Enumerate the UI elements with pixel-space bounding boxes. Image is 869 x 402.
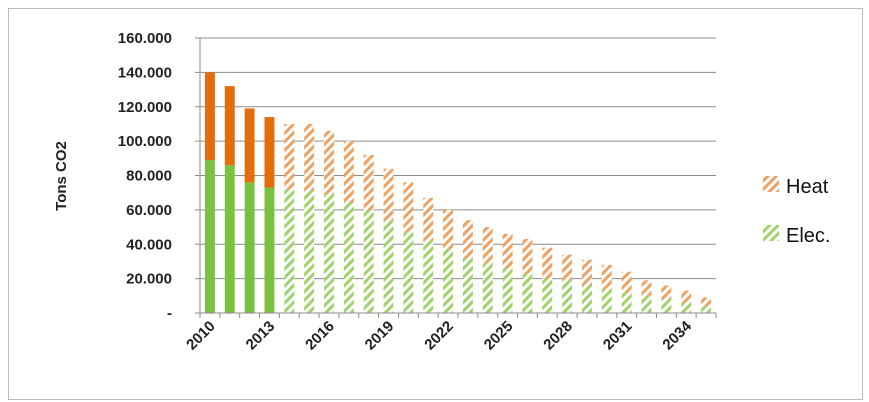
y-tick-label: - [167, 305, 172, 322]
bar-heat-2025 [502, 233, 513, 269]
bar-heat-2035 [701, 297, 712, 307]
bar-elec-2015 [304, 190, 315, 313]
bar-heat-2017 [343, 141, 354, 203]
y-axis-label: Tons CO2 [53, 141, 70, 211]
bar-elec-2031 [621, 292, 632, 313]
bar-heat-2029 [582, 259, 592, 286]
x-tick-label: 2025 [481, 318, 517, 354]
bar-elec-2011 [224, 165, 235, 313]
bar-elec-2018 [363, 209, 374, 313]
y-tick-label: 160.000 [118, 30, 172, 47]
legend-swatch-heat [763, 176, 779, 192]
x-tick-labels: 2010 2013 2016 2019 2022 2025 2028 2031 2034 [183, 317, 695, 353]
legend: Heat Elec. [763, 176, 830, 247]
bar-heat-2031 [621, 271, 632, 293]
y-tick-label: 60.000 [126, 202, 172, 219]
legend-item-heat: Heat [763, 176, 829, 198]
bar-heat-2013 [264, 117, 275, 188]
bar-elec-2017 [343, 203, 354, 313]
bar-elec-2022 [443, 249, 454, 313]
bar-elec-2032 [641, 295, 652, 313]
bar-elec-2027 [542, 278, 553, 313]
legend-item-elec: Elec. [763, 225, 830, 247]
bar-heat-2024 [482, 227, 493, 264]
bar-elec-2010 [204, 160, 215, 313]
bar-heat-2012 [244, 108, 255, 183]
bar-elec-2023 [462, 258, 473, 313]
bar-elec-2013 [264, 187, 275, 313]
legend-label-elec: Elec. [786, 225, 830, 247]
bar-heat-2026 [522, 239, 533, 274]
y-tick-labels: - 20.000 40.000 60.000 80.000 100.000 120.000 1… [118, 30, 172, 322]
chart-frame [8, 8, 863, 400]
bar-heat-2020 [403, 182, 414, 233]
y-tick-label: 80.000 [126, 168, 172, 185]
bar-elec-2035 [701, 306, 712, 313]
bar-elec-2029 [582, 285, 592, 313]
bar-heat-2023 [462, 220, 473, 258]
bar-heat-2011 [224, 86, 235, 166]
x-tick-label: 2031 [600, 318, 636, 354]
bar-heat-2028 [562, 254, 573, 281]
bar-heat-2033 [661, 285, 672, 300]
legend-swatch-elec [763, 225, 779, 241]
x-tick-label: 2010 [183, 318, 219, 354]
bar-elec-2030 [601, 288, 612, 313]
bar-elec-2014 [284, 189, 295, 313]
bar-elec-2028 [562, 280, 573, 313]
y-tick-label: 120.000 [118, 99, 172, 116]
x-tick-label: 2013 [243, 318, 279, 354]
bar-elec-2019 [383, 220, 394, 313]
y-tick-label: 140.000 [118, 64, 172, 81]
legend-label-heat: Heat [786, 176, 829, 198]
bar-heat-2014 [284, 123, 295, 190]
bar-elec-2033 [661, 299, 672, 313]
bar-heat-2018 [363, 154, 374, 210]
bar-elec-2016 [324, 194, 334, 313]
x-tick-label: 2016 [302, 318, 338, 354]
bar-elec-2026 [522, 273, 533, 313]
bar-heat-2019 [383, 168, 394, 221]
x-tick-label: 2034 [659, 317, 695, 353]
bar-heat-2010 [204, 72, 215, 161]
y-tick-label: 40.000 [126, 236, 172, 253]
bar-heat-2027 [542, 247, 553, 279]
axes [199, 38, 717, 318]
bar-elec-2012 [244, 182, 255, 313]
bar-heat-2021 [423, 197, 434, 241]
bar-heat-2022 [443, 209, 454, 250]
bar-heat-2030 [601, 264, 612, 289]
x-tick-label: 2019 [362, 318, 398, 354]
bar-elec-2025 [502, 268, 513, 313]
bar-elec-2034 [681, 302, 692, 313]
y-tick-label: 100.000 [118, 133, 172, 150]
x-tick-label: 2028 [540, 318, 576, 354]
bar-elec-2021 [423, 240, 434, 313]
bar-heat-2034 [681, 290, 692, 303]
x-tick-label: 2022 [421, 318, 457, 354]
bars [204, 72, 712, 313]
bar-elec-2024 [482, 263, 493, 313]
bar-heat-2015 [304, 123, 315, 191]
bar-heat-2032 [641, 280, 652, 296]
bar-elec-2020 [403, 232, 414, 313]
bar-heat-2016 [324, 130, 334, 195]
y-tick-label: 20.000 [126, 271, 172, 288]
